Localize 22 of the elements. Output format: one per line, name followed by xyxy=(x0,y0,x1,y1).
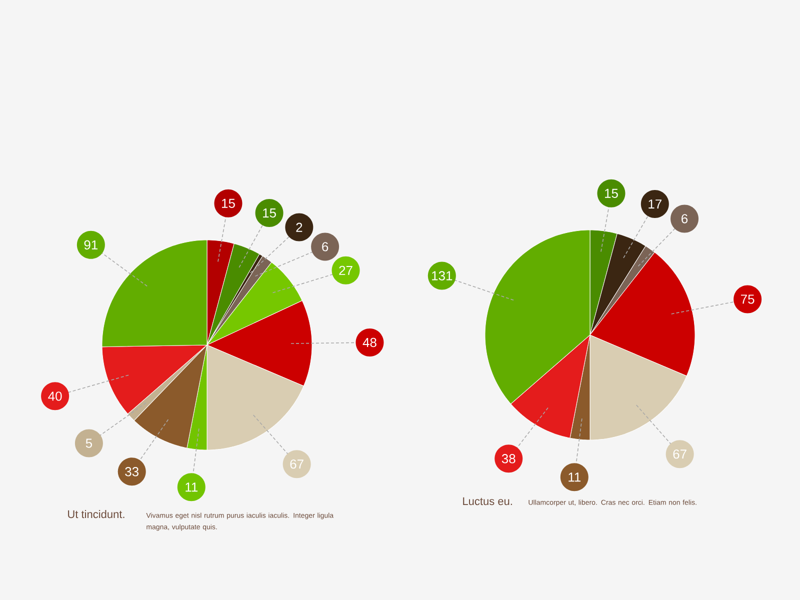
data-label: 27 xyxy=(339,266,352,275)
data-label: 11 xyxy=(186,482,198,492)
data-label: 67 xyxy=(290,459,304,469)
data-label: 17 xyxy=(648,200,662,209)
data-label: 91 xyxy=(84,240,98,250)
data-label: 67 xyxy=(673,449,686,459)
data-label: 15 xyxy=(605,188,618,198)
data-label: 131 xyxy=(432,271,452,280)
text: Ut tincidunt. xyxy=(68,510,124,518)
data-label: 11 xyxy=(568,472,581,482)
data-label: 15 xyxy=(222,198,235,208)
data-label: 6 xyxy=(682,214,688,224)
data-label: 6 xyxy=(322,242,328,252)
text: Luctus eu. xyxy=(463,497,512,506)
data-label: 5 xyxy=(86,438,92,448)
data-label: 48 xyxy=(362,338,376,348)
data-label: 15 xyxy=(263,208,276,218)
data-label: 75 xyxy=(741,294,754,304)
data-label: 38 xyxy=(502,454,516,464)
data-label: 33 xyxy=(125,467,139,476)
data-label: 40 xyxy=(48,392,62,401)
data-label: 2 xyxy=(296,222,302,232)
